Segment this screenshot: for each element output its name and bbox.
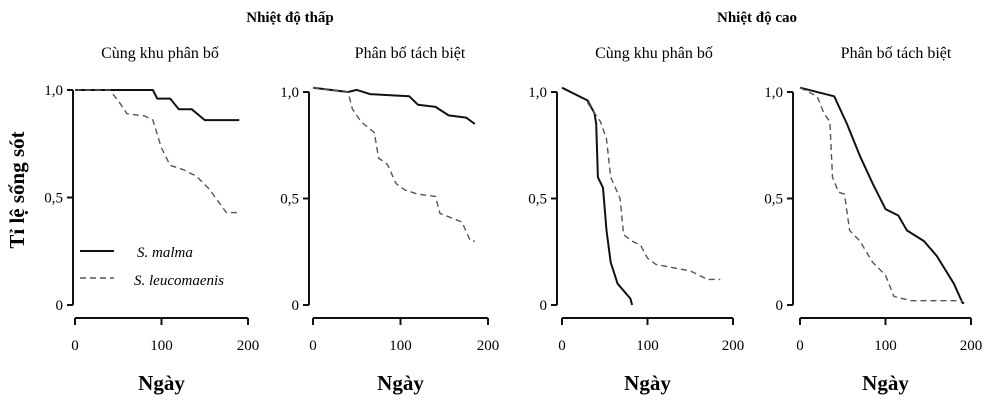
panel-title: Cùng khu phân bố [595,45,713,62]
x-axis-label: Ngày [377,371,424,395]
series-line-malma [75,89,240,122]
series-line-leucomaenis [587,102,721,281]
series-line-leucomaenis [799,87,963,302]
y-axis-label: Tỉ lệ sống sót [5,131,29,248]
panel-2: Phân bố tách biệt 0 0,5 1,0 0 100 200 Ngày [280,45,499,395]
y-tick-label: 0 [292,298,300,314]
x-tick-label: 100 [636,338,659,354]
panel-title: Cùng khu phân bố [101,45,219,62]
y-tick-label: 0,5 [528,192,547,208]
legend-label-leucomaenis: S. leucomaenis [134,273,224,289]
series-line-malma [312,86,476,125]
x-tick-label: 0 [796,338,804,354]
x-tick-label: 0 [558,338,566,354]
panel-1: Cùng khu phân bố 0 0,5 1,0 0 100 200 Ngày [44,45,259,395]
x-tick-label: 200 [960,338,983,354]
y-tick-label: 0,5 [764,192,783,208]
x-tick-label: 100 [389,338,412,354]
series-line-malma [561,86,634,306]
x-tick-label: 200 [237,338,260,354]
x-axis-label: Ngày [862,371,909,395]
x-axis-label: Ngày [624,371,671,395]
panel-4: Phân bố tách biệt 0 0,5 1,0 0 100 200 Ngày [764,45,982,395]
series-line-malma [799,86,965,304]
group-title-high-temp: Nhiệt độ cao [717,10,797,26]
x-axis-label: Ngày [138,371,185,395]
y-tick-label: 0 [776,298,784,314]
legend-label-malma: S. malma [137,245,193,261]
x-tick-label: 100 [874,338,897,354]
group-title-low-temp: Nhiệt độ thấp [246,10,334,26]
series-line-leucomaenis [75,89,240,214]
y-tick-label: 0 [56,298,64,314]
x-tick-label: 100 [150,338,173,354]
x-tick-label: 200 [722,338,745,354]
x-tick-label: 0 [309,338,317,354]
y-tick-label: 1,0 [764,85,783,101]
y-tick-label: 0,5 [280,192,299,208]
legend: S. malma S. leucomaenis [80,245,224,289]
y-tick-label: 1,0 [528,85,547,101]
y-tick-label: 0 [540,298,548,314]
x-tick-label: 200 [477,338,500,354]
x-tick-label: 0 [71,338,79,354]
y-tick-label: 1,0 [280,85,299,101]
panel-3: Cùng khu phân bố 0 0,5 1,0 0 100 200 Ngày [528,45,744,395]
panel-title: Phân bố tách biệt [841,45,952,62]
y-tick-label: 1,0 [44,83,63,99]
series-line-leucomaenis [312,87,475,242]
y-tick-label: 0,5 [44,191,63,207]
panel-title: Phân bố tách biệt [355,45,466,62]
